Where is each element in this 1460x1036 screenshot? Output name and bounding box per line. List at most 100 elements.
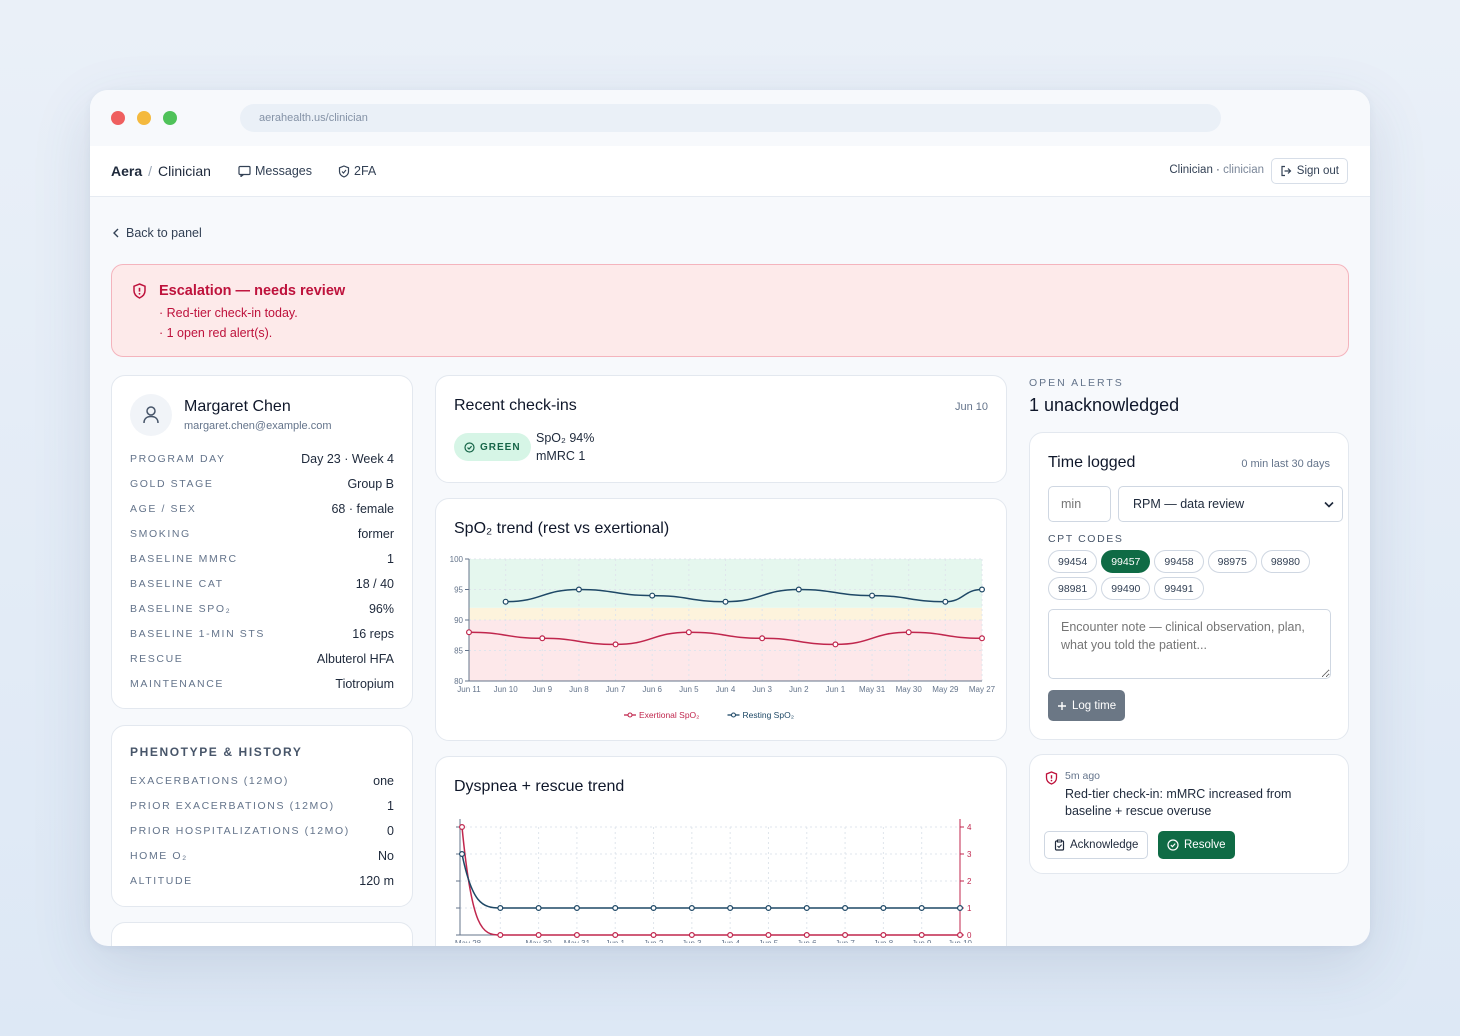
y-tick-label: 100 — [450, 555, 464, 564]
series-line — [461, 853, 960, 909]
encounter-note-input[interactable] — [1048, 609, 1331, 679]
field-value: 16 reps — [352, 627, 394, 641]
next-card — [111, 922, 413, 946]
plus-icon — [1058, 701, 1066, 710]
breadcrumb: Aera / Clinician — [111, 163, 211, 179]
x-tick-label: May 31 — [564, 939, 591, 943]
resolve-button[interactable]: Resolve — [1158, 831, 1235, 859]
cpt-chip[interactable]: 98980 — [1260, 550, 1311, 573]
data-point — [649, 592, 656, 599]
alert-message: Red-tier check-in: mMRC increased from b… — [1065, 787, 1292, 818]
back-label: Back to panel — [126, 226, 202, 240]
y-tick-label: 95 — [454, 586, 463, 595]
minimize-window-dot[interactable] — [137, 111, 151, 125]
back-to-panel-link[interactable]: Back to panel — [112, 226, 202, 240]
patient-field: BASELINE 1-MIN STS 16 reps — [130, 625, 394, 643]
field-label: MAINTENANCE — [130, 678, 225, 690]
field-value: 68 · female — [331, 502, 394, 516]
x-tick-label: Jun 1 — [826, 685, 846, 694]
patient-field: AGE / SEX 68 · female — [130, 500, 394, 518]
checkin-mmrc: mMRC 1 — [536, 449, 586, 463]
field-value: No — [378, 849, 394, 863]
cpt-chip[interactable]: 99491 — [1154, 577, 1204, 600]
field-label: BASELINE CAT — [130, 578, 224, 590]
history-field: PRIOR EXACERBATIONS (12MO) 1 — [130, 797, 394, 815]
user-icon — [143, 406, 159, 424]
patient-email: margaret.chen@example.com — [184, 420, 332, 432]
data-point — [459, 824, 466, 831]
series-line — [468, 631, 983, 646]
data-point — [765, 904, 772, 911]
patient-field: RESCUE Albuterol HFA — [130, 650, 394, 668]
legend-swatch — [627, 712, 633, 718]
data-point — [765, 932, 772, 939]
history-field: PRIOR HOSPITALIZATIONS (12MO) 0 — [130, 822, 394, 840]
message-icon — [238, 165, 251, 177]
cpt-chip[interactable]: 99490 — [1101, 577, 1151, 600]
cpt-chip[interactable]: 98981 — [1048, 577, 1098, 600]
cpt-chip[interactable]: 98975 — [1207, 550, 1257, 573]
data-point — [497, 904, 504, 911]
minutes-input[interactable] — [1048, 486, 1111, 522]
cpt-chip-selected[interactable]: 99457 — [1101, 550, 1151, 573]
address-bar[interactable]: aerahealth.us/clinician — [240, 104, 1221, 132]
y2-tick-label: 2 — [967, 877, 972, 886]
data-point — [612, 904, 619, 911]
data-point — [650, 904, 657, 911]
x-tick-label: Jun 5 — [759, 939, 779, 943]
data-point — [842, 932, 849, 939]
time-logged-title: Time logged — [1048, 454, 1136, 471]
check-circle-icon — [1167, 839, 1179, 851]
maximize-window-dot[interactable] — [163, 111, 177, 125]
field-value: 1 — [387, 552, 394, 566]
x-tick-label: Jun 2 — [789, 685, 809, 694]
x-tick-label: Jun 10 — [948, 939, 973, 943]
data-point — [918, 904, 925, 911]
patient-field: MAINTENANCE Tiotropium — [130, 675, 394, 693]
field-label: PRIOR HOSPITALIZATIONS (12MO) — [130, 825, 350, 837]
phenotype-card: PHENOTYPE & HISTORY EXACERBATIONS (12MO)… — [111, 725, 413, 907]
acknowledge-button[interactable]: Acknowledge — [1044, 831, 1149, 859]
x-tick-label: Jun 2 — [644, 939, 664, 943]
data-point — [803, 932, 810, 939]
time-logged-card: Time logged 0 min last 30 days RPM — dat… — [1029, 432, 1349, 740]
spo2-chart-title: SpO₂ trend (rest vs exertional) — [454, 520, 670, 537]
shield-alert-icon — [1045, 771, 1058, 785]
twofa-link[interactable]: 2FA — [338, 164, 376, 178]
checkins-card: Recent check-ins Jun 10 GREEN SpO₂ 94% m… — [435, 375, 1007, 483]
patient-name: Margaret Chen — [184, 398, 291, 415]
dyspnea-trend-chart: 0 1 2 3 4 May 28 May 30 May 31 Jun 1 Jun 2 Jun 3 Ju… — [455, 819, 973, 943]
shield-alert-icon — [133, 283, 146, 299]
checkin-spo2: SpO₂ 94% — [536, 431, 595, 445]
data-point — [956, 904, 963, 911]
data-point — [978, 635, 985, 642]
browser-window: aerahealth.us/clinician Aera / Clinician M… — [90, 90, 1370, 946]
cpt-chip[interactable]: 99458 — [1154, 550, 1204, 573]
activity-select[interactable]: RPM — data review — [1118, 486, 1343, 522]
cpt-chip[interactable]: 99454 — [1048, 550, 1098, 573]
x-tick-label: Jun 5 — [679, 685, 699, 694]
field-label: RESCUE — [130, 653, 184, 665]
cpt-code-list: 99454 99457 99458 98975 98980 98981 9949… — [1048, 550, 1338, 600]
x-tick-label: Jun 3 — [682, 939, 702, 943]
checkin-date: Jun 10 — [954, 401, 988, 413]
data-point — [880, 932, 887, 939]
data-point — [727, 932, 734, 939]
history-field: HOME O₂ No — [130, 847, 394, 865]
current-user: Clinician · clinician — [1169, 164, 1264, 176]
field-value: Tiotropium — [335, 677, 394, 691]
close-window-dot[interactable] — [111, 111, 125, 125]
brand-name[interactable]: Aera — [111, 163, 143, 179]
top-navigation: Aera / Clinician Messages 2FA Clinician · … — [90, 146, 1370, 197]
data-point — [832, 641, 839, 648]
data-point — [650, 932, 657, 939]
data-point — [575, 586, 582, 593]
x-tick-label: May 29 — [932, 685, 959, 694]
messages-link[interactable]: Messages — [238, 164, 312, 178]
sign-out-button[interactable]: Sign out — [1270, 158, 1348, 184]
y2-tick-label: 4 — [967, 823, 972, 832]
log-time-button[interactable]: Log time — [1048, 690, 1126, 721]
field-value: 96% — [368, 602, 394, 616]
cpt-codes-label: CPT CODES — [1048, 533, 1124, 545]
x-tick-label: Jun 6 — [797, 939, 817, 943]
